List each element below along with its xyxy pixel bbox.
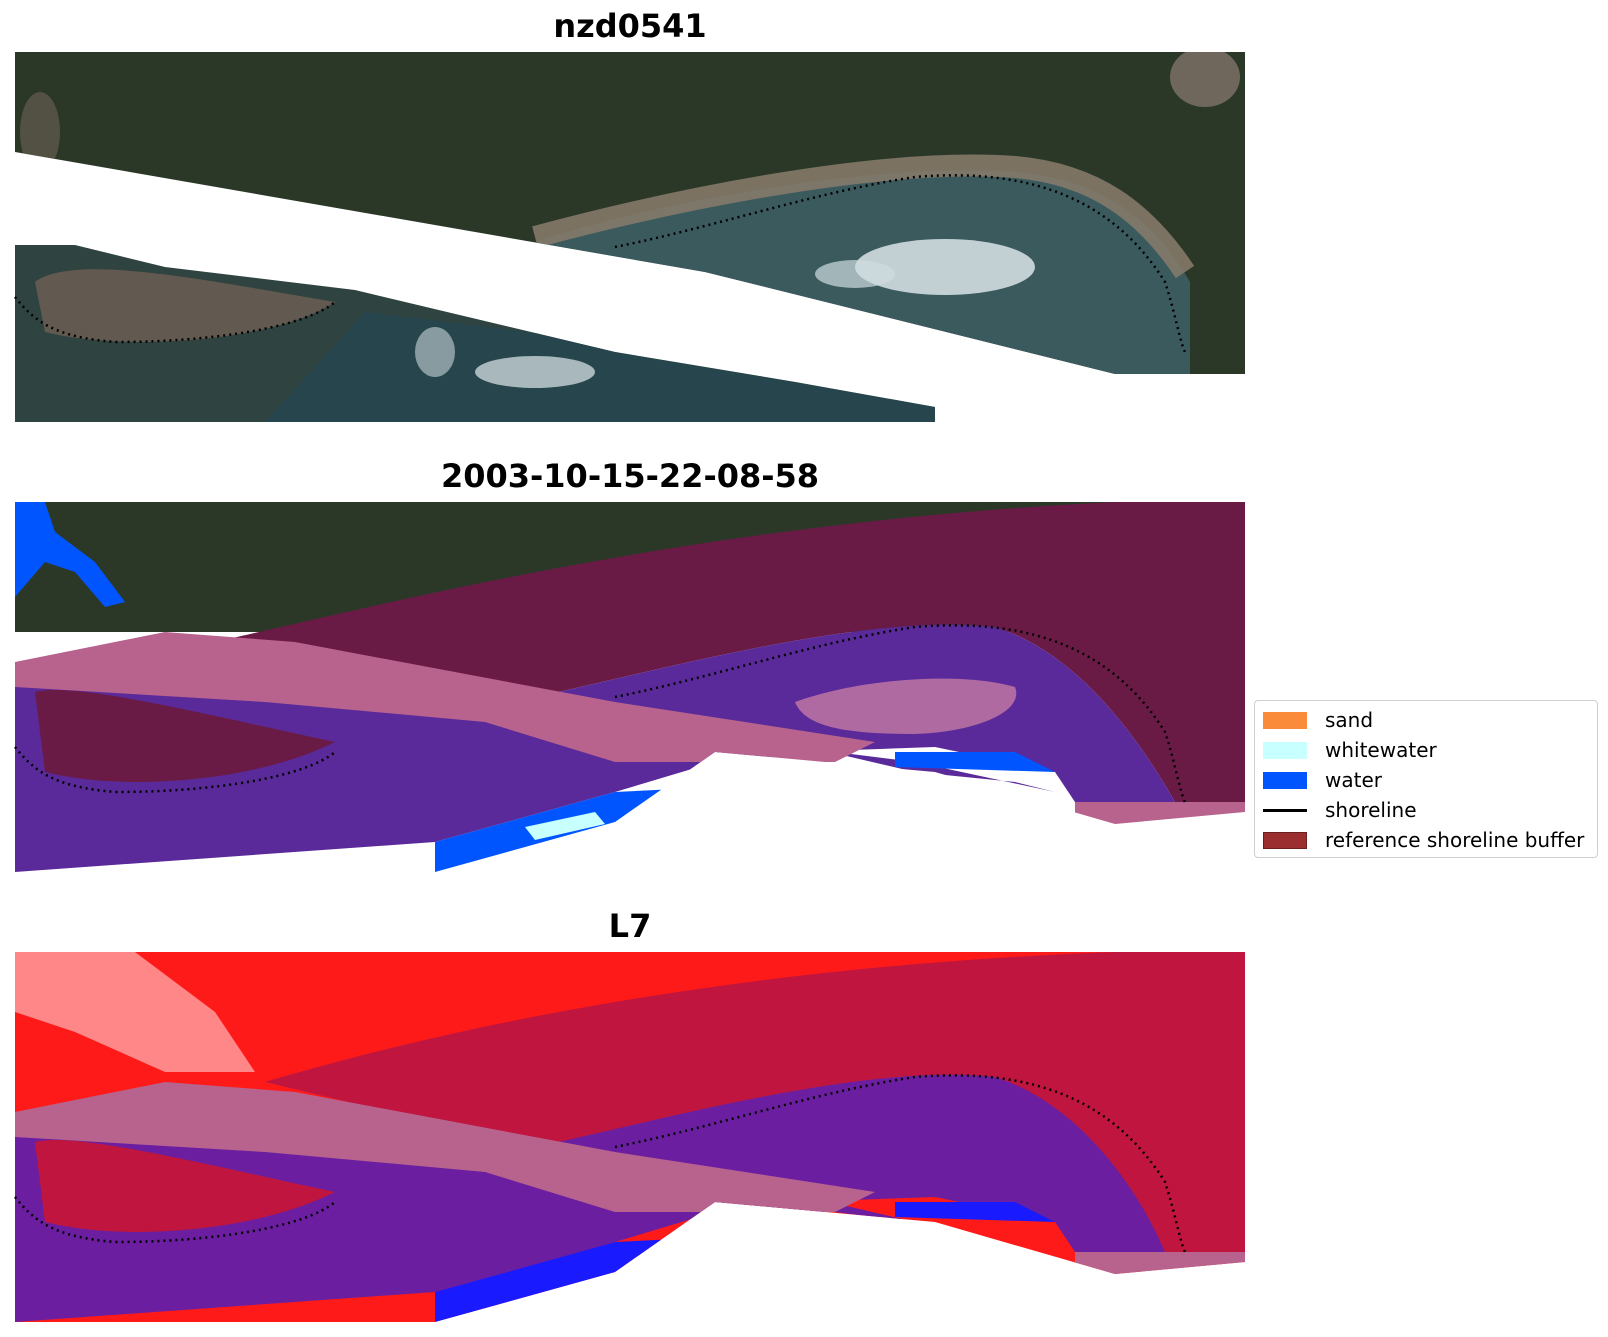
legend-item-sand: sand: [1263, 705, 1589, 735]
buffer-pink-band: [15, 632, 875, 762]
shoreline-line-west: [14, 296, 336, 344]
legend-item-water: water: [1263, 765, 1589, 795]
legend-label-buffer: reference shoreline buffer: [1325, 828, 1585, 852]
legend-swatch-water: [1263, 771, 1307, 789]
legend-item-shoreline: shoreline: [1263, 795, 1589, 825]
index-crimson-west: [35, 1140, 335, 1232]
buffer-pink-band: [15, 1082, 875, 1212]
legend-swatch-sand: [1263, 711, 1307, 729]
legend-swatch-shoreline: [1263, 808, 1307, 812]
legend-item-whitewater: whitewater: [1263, 735, 1589, 765]
legend-label-whitewater: whitewater: [1325, 738, 1437, 762]
shoreline-line: [614, 624, 1187, 803]
legend: sand whitewater water shoreline referenc…: [1254, 700, 1598, 858]
legend-label-water: water: [1325, 768, 1382, 792]
legend-item-buffer: reference shoreline buffer: [1263, 825, 1589, 855]
shoreline-line: [614, 174, 1187, 353]
classified-image-panel: [14, 502, 1245, 872]
panel-title-index: L7: [608, 907, 652, 945]
index-purple-south: [15, 1102, 915, 1322]
whitewater-patch: [525, 812, 605, 840]
shoreline-line-west: [14, 746, 336, 794]
legend-swatch-whitewater: [1263, 741, 1307, 759]
water-channel-north: [15, 502, 125, 607]
index-image-panel: [14, 952, 1245, 1322]
rgb-image-panel: [14, 52, 1245, 422]
legend-label-shoreline: shoreline: [1325, 798, 1417, 822]
panel-title-classified: 2003-10-15-22-08-58: [440, 457, 820, 495]
buffer-maroon-area: [215, 502, 1245, 802]
index-crimson-area: [265, 952, 1245, 1262]
shoreline-line-west: [14, 1196, 336, 1244]
panel-title-rgb: nzd0541: [553, 7, 707, 45]
shoreline-line: [614, 1074, 1187, 1253]
buffer-pink-patch: [795, 678, 1017, 734]
legend-swatch-buffer: [1263, 831, 1307, 849]
classified-water-purple-south: [15, 652, 1055, 872]
buffer-maroon-west: [35, 690, 335, 782]
legend-label-sand: sand: [1325, 708, 1374, 732]
